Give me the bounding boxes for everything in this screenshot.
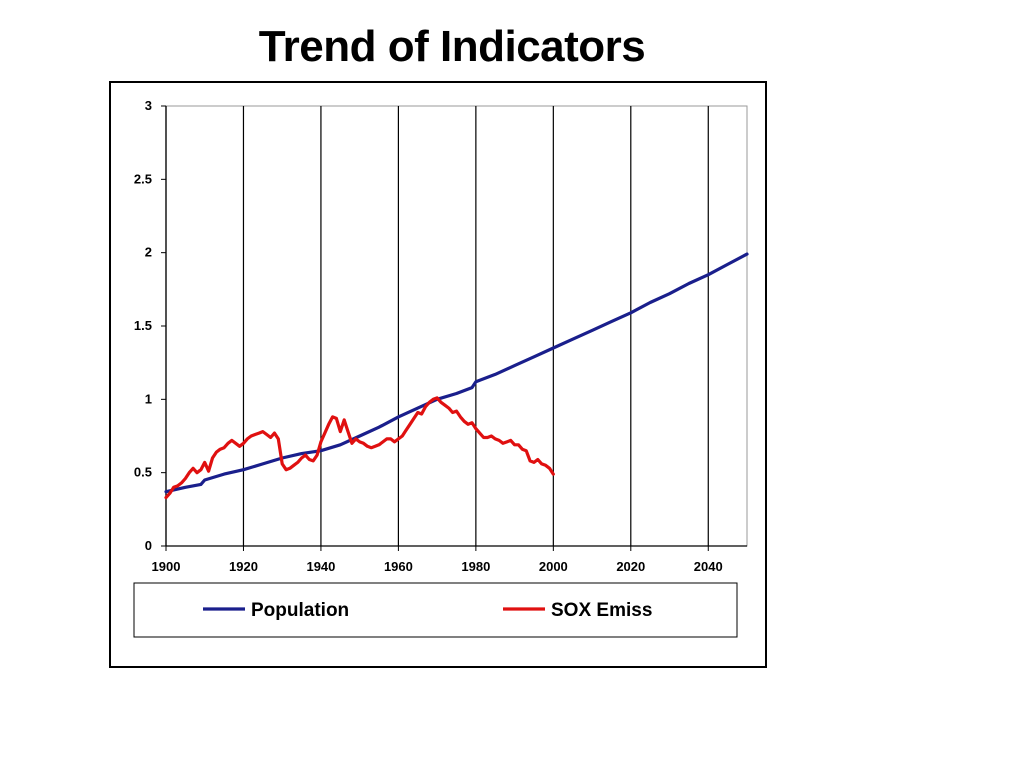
- y-tick-label: 2.5: [134, 171, 152, 186]
- x-tick-label: 1920: [229, 559, 258, 574]
- y-tick-label: 2: [145, 245, 152, 260]
- y-tick-label: 0.5: [134, 465, 152, 480]
- y-tick-label: 1: [145, 391, 152, 406]
- y-tick-label: 1.5: [134, 318, 152, 333]
- chart-frame: 0 0.5 1 1.5 2 2.5 3 1900 1920 1940 1960 1980 2000 202…: [109, 81, 767, 668]
- y-tick-label: 0: [145, 538, 152, 553]
- x-tick-label: 1940: [306, 559, 335, 574]
- series-line-population: [164, 252, 749, 494]
- legend-label-population: Population: [251, 600, 349, 621]
- x-tick-label: 2020: [616, 559, 645, 574]
- page-title: Trend of Indicators: [258, 22, 646, 71]
- x-tick-label: 1960: [384, 559, 413, 574]
- series-line-sox-emiss: [164, 396, 555, 500]
- x-tick-label: 1980: [461, 559, 490, 574]
- line-chart: 0 0.5 1 1.5 2 2.5 3 1900 1920 1940 1960 1980 2000 202…: [133, 98, 749, 638]
- x-tick-label: 2000: [539, 559, 568, 574]
- legend-label-sox-emiss: SOX Emiss: [551, 600, 652, 621]
- plot-area: [165, 105, 748, 547]
- x-tick-label: 2040: [694, 559, 723, 574]
- x-tick-label: 1900: [152, 559, 181, 574]
- y-tick-label: 3: [145, 98, 152, 113]
